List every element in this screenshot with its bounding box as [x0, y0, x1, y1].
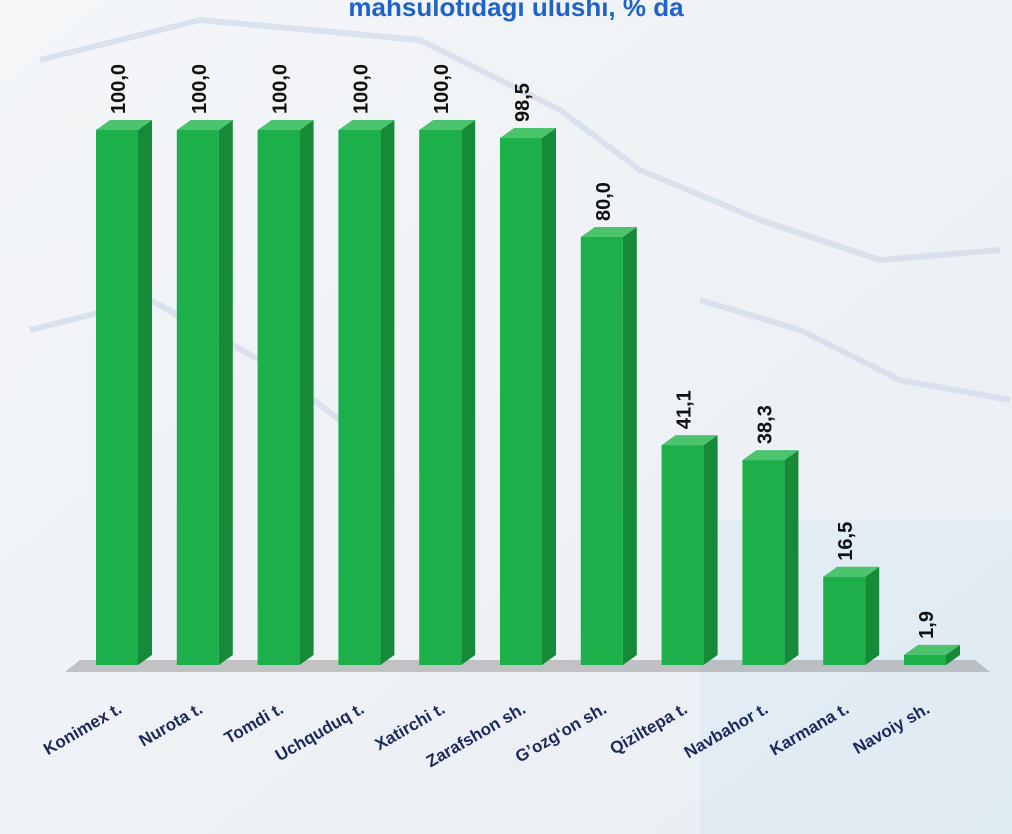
bar-top [742, 450, 799, 461]
bar-top [661, 435, 718, 446]
bar-side [784, 450, 799, 665]
bar-top [176, 120, 233, 130]
bar-side [461, 120, 476, 665]
bar-top [500, 128, 556, 139]
bar [742, 460, 785, 665]
value-label: 80,0 [593, 182, 615, 221]
bar [419, 130, 462, 665]
bar [904, 654, 946, 665]
value-label: 100,0 [189, 64, 211, 114]
bar-top [96, 120, 152, 130]
chart-title: mahsulotidagi ulushi, % da [348, 0, 684, 22]
value-label: 1,9 [916, 611, 938, 639]
bar-side [946, 644, 960, 665]
bar-top [419, 120, 476, 130]
bar-top [580, 227, 637, 237]
bar [96, 130, 138, 665]
bar-top [338, 120, 395, 130]
bar [580, 237, 623, 665]
bar [257, 130, 300, 665]
value-label: 100,0 [431, 64, 453, 114]
value-label: 100,0 [270, 64, 292, 114]
bar-top [257, 120, 314, 130]
bar-side [380, 120, 395, 665]
bar-top [823, 566, 880, 577]
value-label: 16,5 [835, 522, 857, 561]
bar [338, 130, 381, 665]
bar-side [299, 120, 314, 665]
bar-side [218, 120, 233, 665]
bar-side [703, 435, 718, 665]
bar-side [138, 120, 152, 665]
bar-side [865, 566, 880, 665]
value-label: 41,1 [674, 390, 696, 429]
bar [176, 130, 219, 665]
value-label: 100,0 [108, 64, 130, 114]
bar [823, 576, 866, 665]
value-label: 98,5 [512, 83, 534, 122]
value-label: 100,0 [350, 64, 372, 114]
value-label: 38,3 [754, 405, 776, 444]
bar-top [904, 644, 960, 655]
bar-side [542, 128, 556, 665]
bar [661, 445, 704, 665]
bar-side [622, 227, 637, 665]
bar [500, 138, 542, 665]
